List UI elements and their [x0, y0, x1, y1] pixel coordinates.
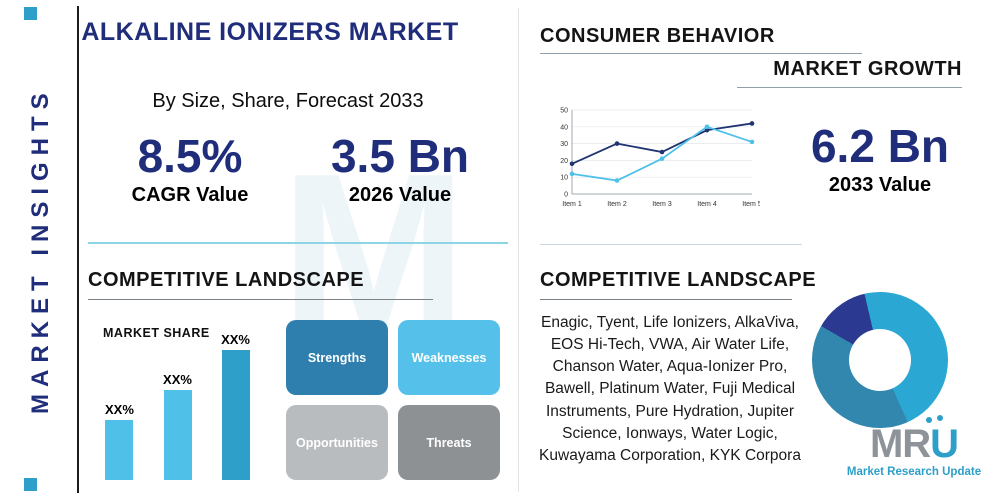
accent-square-bottom: [24, 478, 37, 491]
sidebar-vertical-title: MARKET INSIGHTS: [27, 86, 54, 414]
svg-text:0: 0: [564, 192, 568, 199]
accent-square-top: [24, 7, 37, 20]
stat-2026-value: 3.5 Bn 2026 Value: [310, 132, 490, 207]
underline-competitive-landscape-right: [540, 299, 792, 300]
heading-consumer-behavior: CONSUMER BEHAVIOR: [540, 25, 775, 47]
label-2033: 2033 Value: [828, 174, 932, 197]
sidebar-divider: [77, 6, 79, 493]
swot-weaknesses: Weaknesses: [398, 320, 500, 395]
label-2026: 2026 Value: [348, 184, 452, 207]
value-2033: 6.2 Bn: [810, 120, 950, 172]
bar-data-label: XX%: [105, 402, 134, 417]
divider-left: [88, 242, 508, 244]
donut-hole: [849, 329, 911, 391]
cagr-value: 8.5%: [137, 130, 243, 182]
market-share-bar-chart: XX% XX% XX%: [105, 330, 250, 480]
market-share-title: MARKET SHARE: [103, 326, 210, 340]
bar-column: [105, 420, 134, 480]
underline-consumer-behavior: [540, 53, 862, 54]
page-title: ALKALINE IONIZERS MARKET: [81, 18, 459, 46]
svg-text:Item 1: Item 1: [562, 201, 582, 208]
svg-text:Item 3: Item 3: [652, 201, 672, 208]
svg-text:50: 50: [560, 108, 568, 115]
page-subtitle: By Size, Share, Forecast 2033: [152, 90, 424, 112]
svg-text:40: 40: [560, 124, 568, 131]
logo-letters-gray: MR: [869, 422, 931, 466]
heading-competitive-landscape-right: COMPETITIVE LANDSCAPE: [540, 269, 817, 291]
bar-2: XX%: [163, 372, 192, 480]
swot-opportunities: Opportunities: [286, 405, 388, 480]
market-growth-line-chart: 0 10 20 30 40 50 Item 1 Item 2 Item 3 Item 4 Item …: [560, 108, 760, 209]
bar-column: [221, 350, 250, 480]
stat-cagr: 8.5% CAGR Value: [100, 132, 280, 207]
column-divider: [518, 8, 519, 492]
cagr-label: CAGR Value: [131, 184, 249, 207]
divider-right: [540, 244, 802, 245]
companies-list: Enagic, Tyent, Life Ionizers, AlkaViva, …: [539, 314, 801, 464]
swot-strengths: Strengths: [286, 320, 388, 395]
swot-threats: Threats: [398, 405, 500, 480]
bar-3: XX%: [221, 332, 250, 480]
stat-2033-value: 6.2 Bn 2033 Value: [790, 122, 970, 197]
bar-1: XX%: [105, 402, 134, 480]
donut-chart: [812, 292, 948, 428]
value-2026: 3.5 Bn: [330, 130, 470, 182]
svg-text:20: 20: [560, 158, 568, 165]
logo-letter-accent: U: [930, 422, 959, 466]
svg-text:30: 30: [560, 141, 568, 148]
underline-competitive-landscape-left: [88, 299, 433, 300]
logo-letters: MRU: [869, 417, 959, 466]
svg-text:Item 5: Item 5: [742, 201, 760, 208]
logo-droplets-icon: [926, 417, 933, 423]
svg-text:Item 2: Item 2: [607, 201, 627, 208]
heading-market-growth: MARKET GROWTH: [773, 58, 962, 80]
bar-column: [163, 390, 192, 480]
heading-competitive-landscape-left: COMPETITIVE LANDSCAPE: [88, 269, 365, 291]
logo-tagline: Market Research Update: [846, 466, 982, 478]
svg-text:Item 4: Item 4: [697, 201, 717, 208]
brand-logo: MRU Market Research Update: [838, 417, 990, 478]
underline-market-growth: [737, 87, 962, 88]
svg-text:10: 10: [560, 175, 568, 182]
bar-data-label: XX%: [221, 332, 250, 347]
swot-grid: Strengths Weaknesses Opportunities Threa…: [286, 320, 500, 480]
bar-data-label: XX%: [163, 372, 192, 387]
